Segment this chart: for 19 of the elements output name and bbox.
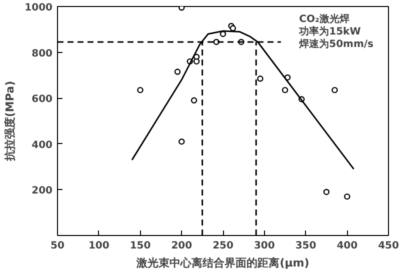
x-tick-label: 400 (336, 240, 358, 252)
annotation: CO₂激光焊 (299, 12, 350, 25)
x-axis-title: 激光束中心离结合界面的距离(μm) (136, 256, 310, 270)
x-tick-label: 350 (295, 240, 316, 252)
x-tick-label: 100 (88, 240, 110, 252)
y-tick-label: 1000 (24, 2, 53, 14)
x-tick-label: 200 (171, 240, 192, 252)
x-tick-label: 50 (50, 240, 64, 252)
y-tick-label: 200 (32, 186, 53, 197)
annotation: 功率为15kW (298, 25, 361, 38)
x-tick-label: 450 (378, 240, 399, 252)
y-tick-label: 600 (32, 94, 53, 106)
y-axis-title: 抗拉强度(MPa) (4, 80, 17, 162)
annotation: 焊速为50mm/s (298, 38, 374, 50)
x-tick-label: 250 (212, 240, 234, 252)
x-tick-label: 300 (254, 240, 275, 252)
y-tick-label: 800 (32, 48, 53, 60)
x-tick-label: 150 (130, 240, 151, 252)
y-tick-label: 400 (32, 140, 53, 151)
